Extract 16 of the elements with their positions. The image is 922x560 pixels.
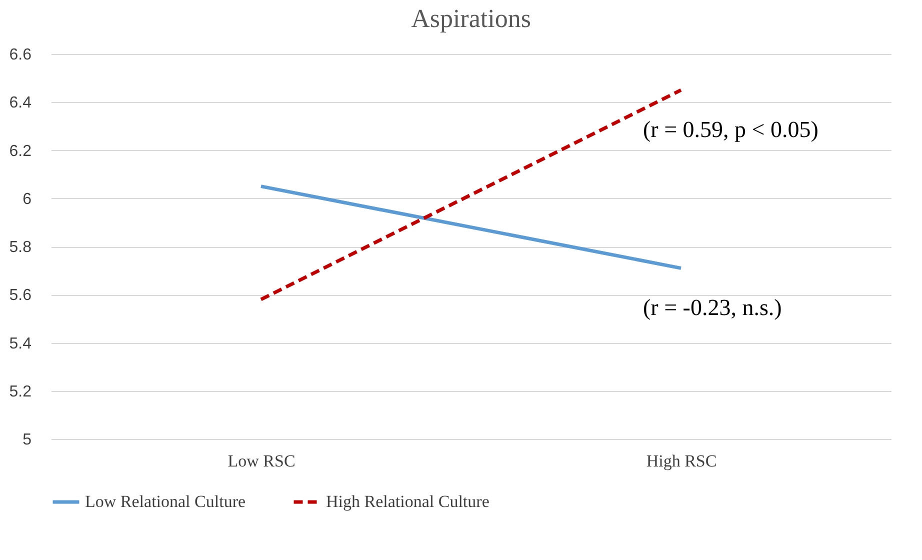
y-tick-label: 5 xyxy=(22,432,32,448)
y-tick-label: 5.8 xyxy=(9,239,32,256)
annotation: (r = -0.23, n.s.) xyxy=(643,295,782,320)
y-tick-label: 5.4 xyxy=(9,335,32,352)
x-tick-label: Low RSC xyxy=(228,452,296,470)
y-tick-label: 5.6 xyxy=(9,287,32,304)
y-tick-label: 6.2 xyxy=(9,142,32,160)
x-tick-label: High RSC xyxy=(646,452,717,470)
y-tick-label: 6.6 xyxy=(9,46,32,64)
y-tick-label: 5.2 xyxy=(9,383,32,400)
legend-label: High Relational Culture xyxy=(326,492,490,511)
y-tick-label: 6.4 xyxy=(9,94,32,112)
legend-label: Low Relational Culture xyxy=(85,492,246,511)
chart-title: Aspirations xyxy=(411,4,531,33)
annotation: (r = 0.59, p < 0.05) xyxy=(643,117,818,142)
y-tick-label: 6 xyxy=(22,190,32,208)
